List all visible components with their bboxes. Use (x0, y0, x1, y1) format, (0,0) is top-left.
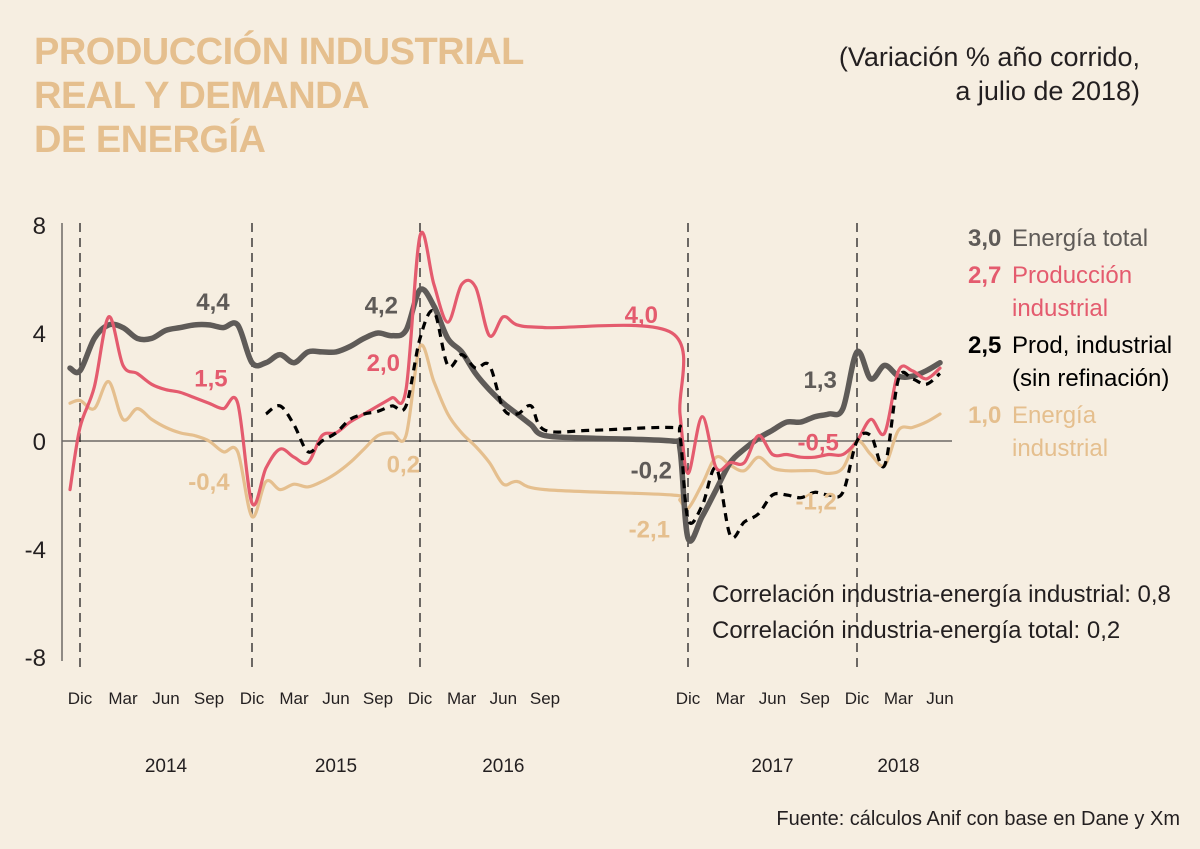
chart-title: PRODUCCIÓN INDUSTRIAL REAL Y DEMANDA DE … (34, 30, 524, 162)
data-annotations: 4,4 4,2 -0,2 1,3 1,5 2,0 4,0 -0,5 -0,4 0,2 -2,1 -1,… (188, 289, 839, 544)
annotation-energia-industrial: -0,4 (188, 469, 230, 496)
x-tick-label: Jun (926, 689, 953, 708)
legend-value: 3,0 (968, 225, 1002, 252)
x-tick-label: Dic (845, 689, 870, 708)
legend-label: Energía industrial (1012, 402, 1109, 462)
annotation-produccion-industrial: 1,5 (194, 366, 227, 393)
legend-item-energia-industrial: 1,0 Energía industrial (968, 399, 1198, 465)
x-tick-label: Jun (322, 689, 349, 708)
x-year-label: 2014 (145, 756, 188, 777)
x-axis-labels: Dic Mar Jun Sep Dic Mar Jun Sep Dic Mar Jun Sep Dic M… (68, 689, 954, 777)
x-tick-label: Sep (530, 689, 560, 708)
x-tick-label: Jun (759, 689, 786, 708)
annotation-energia-total: -0,2 (631, 457, 672, 484)
x-tick-label: Mar (108, 689, 138, 708)
annotation-produccion-industrial: -0,5 (798, 430, 839, 457)
chart-title-line-2: REAL Y DEMANDA (34, 75, 370, 117)
series-line-energia-total (67, 286, 943, 544)
legend-value: 1,0 (968, 402, 1002, 429)
x-tick-label: Sep (363, 689, 393, 708)
correlation-industrial: Correlación industria-energía industrial… (712, 581, 1171, 608)
annotation-energia-total: 4,4 (196, 289, 230, 316)
x-tick-label: Mar (884, 689, 914, 708)
series-lines (67, 230, 943, 544)
annotation-produccion-industrial: 2,0 (367, 350, 400, 377)
chart-subtitle-line-2: a julio de 2018) (955, 76, 1140, 106)
x-tick-label: Mar (716, 689, 746, 708)
chart-subtitle: (Variación % año corrido, a julio de 201… (839, 40, 1140, 108)
chart-title-line-3: DE ENERGÍA (34, 119, 266, 161)
legend-label: Producción industrial (1012, 262, 1133, 322)
x-tick-label: Sep (800, 689, 830, 708)
x-year-label: 2018 (877, 756, 919, 777)
annotation-energia-industrial: 0,2 (387, 452, 420, 479)
y-tick-label: -8 (25, 645, 46, 672)
x-tick-label: Jun (152, 689, 179, 708)
legend-item-prod-sin-refinacion: 2,5 Prod, industrial (sin refinación) (968, 329, 1198, 395)
series-line-produccion-industrial (68, 230, 942, 507)
legend-item-produccion-industrial: 2,7 Producción industrial (968, 259, 1198, 325)
legend-value: 2,5 (968, 332, 1002, 359)
annotation-energia-industrial: -2,1 (629, 517, 670, 544)
correlation-notes: Correlación industria-energía industrial… (712, 577, 1171, 649)
x-year-label: 2015 (315, 756, 357, 777)
annotation-energia-industrial: -1,2 (796, 488, 837, 515)
legend-item-energia-total: 3,0 Energía total (968, 222, 1198, 255)
y-tick-label: -4 (25, 537, 46, 564)
annotation-energia-total: 1,3 (804, 367, 837, 394)
y-tick-label: 4 (33, 321, 46, 348)
x-year-label: 2016 (482, 756, 524, 777)
x-tick-label: Dic (68, 689, 93, 708)
x-tick-label: Dic (676, 689, 701, 708)
x-tick-label: Mar (279, 689, 309, 708)
y-tick-label: 0 (33, 429, 46, 456)
x-tick-label: Dic (240, 689, 265, 708)
x-tick-label: Jun (490, 689, 517, 708)
chart-title-line-1: PRODUCCIÓN INDUSTRIAL (34, 31, 524, 73)
x-tick-label: Dic (408, 689, 433, 708)
legend-label: Prod, industrial (sin refinación) (1012, 332, 1173, 392)
legend-value: 2,7 (968, 262, 1002, 289)
series-line-prod-sin-refinacion (265, 309, 942, 540)
legend: 3,0 Energía total 2,7 Producción industr… (968, 222, 1198, 469)
x-year-label: 2017 (751, 756, 793, 777)
annotation-produccion-industrial: 4,0 (625, 302, 658, 329)
x-tick-label: Mar (447, 689, 477, 708)
legend-label: Energía total (1012, 225, 1149, 252)
correlation-total: Correlación industria-energía total: 0,2 (712, 617, 1121, 644)
chart-subtitle-line-1: (Variación % año corrido, (838, 42, 1140, 72)
y-tick-label: 8 (33, 213, 46, 240)
source-note: Fuente: cálculos Anif con base en Dane y… (776, 808, 1180, 830)
series-line-energia-industrial (68, 343, 942, 519)
x-tick-label: Sep (194, 689, 224, 708)
annotation-energia-total: 4,2 (365, 293, 398, 320)
